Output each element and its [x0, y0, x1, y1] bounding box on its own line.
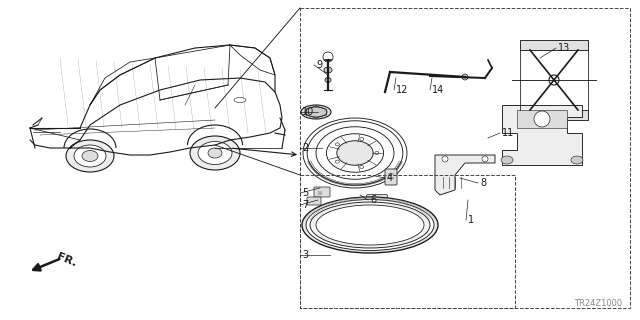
Ellipse shape — [316, 205, 424, 245]
Circle shape — [442, 156, 448, 162]
Text: 2: 2 — [302, 143, 308, 153]
Bar — [300, 8, 630, 308]
FancyBboxPatch shape — [385, 169, 397, 185]
Ellipse shape — [325, 77, 331, 83]
Text: 12: 12 — [396, 85, 408, 95]
Bar — [300, 175, 515, 308]
FancyBboxPatch shape — [520, 40, 588, 50]
Text: 8: 8 — [480, 178, 486, 188]
Polygon shape — [435, 155, 495, 195]
Ellipse shape — [301, 105, 331, 119]
Ellipse shape — [501, 156, 513, 164]
Ellipse shape — [306, 199, 434, 251]
Ellipse shape — [375, 151, 379, 155]
FancyBboxPatch shape — [520, 110, 588, 120]
Text: 5: 5 — [302, 188, 308, 198]
Text: 10: 10 — [302, 107, 314, 117]
Text: 6: 6 — [370, 195, 376, 205]
Ellipse shape — [310, 202, 430, 248]
Text: 7: 7 — [302, 200, 308, 210]
Text: FR.: FR. — [55, 252, 77, 268]
Ellipse shape — [66, 140, 114, 172]
FancyBboxPatch shape — [307, 197, 321, 205]
Ellipse shape — [305, 107, 327, 117]
Ellipse shape — [208, 148, 222, 158]
Bar — [517, 110, 567, 128]
Ellipse shape — [324, 67, 332, 73]
Text: 9: 9 — [316, 60, 322, 70]
Ellipse shape — [360, 165, 364, 169]
Ellipse shape — [337, 141, 373, 165]
Ellipse shape — [198, 141, 232, 164]
Text: 3: 3 — [302, 250, 308, 260]
Text: 13: 13 — [558, 43, 570, 53]
Ellipse shape — [302, 197, 438, 253]
Circle shape — [462, 74, 468, 80]
Text: 11: 11 — [502, 128, 515, 138]
Ellipse shape — [571, 156, 583, 164]
Text: 4: 4 — [387, 173, 393, 183]
Circle shape — [534, 111, 550, 127]
Circle shape — [549, 75, 559, 85]
Text: TR24Z1000: TR24Z1000 — [574, 299, 622, 308]
Text: 14: 14 — [432, 85, 444, 95]
Ellipse shape — [335, 143, 339, 146]
Ellipse shape — [190, 136, 240, 170]
Ellipse shape — [360, 138, 364, 140]
Text: 1: 1 — [468, 215, 474, 225]
Ellipse shape — [74, 145, 106, 167]
Ellipse shape — [82, 150, 98, 162]
Ellipse shape — [335, 160, 339, 163]
Polygon shape — [502, 105, 582, 165]
FancyBboxPatch shape — [367, 195, 387, 204]
FancyBboxPatch shape — [314, 187, 330, 197]
Circle shape — [482, 156, 488, 162]
